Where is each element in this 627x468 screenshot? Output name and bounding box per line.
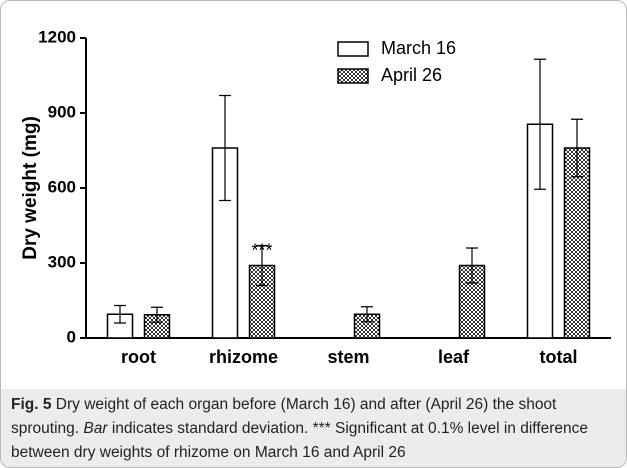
x-tick-label: total <box>540 347 578 367</box>
legend-swatch <box>337 41 369 57</box>
error-bar <box>466 247 478 284</box>
y-tick-label: 900 <box>48 102 76 121</box>
x-tick-label: stem <box>327 347 369 367</box>
caption-italic: Bar <box>83 420 108 437</box>
caption-text: Dry weight of each organ before (March 1… <box>11 396 557 437</box>
chart: Dry weight (mg) 0 300 600 900 1200 root rhizom… <box>20 27 611 367</box>
caption: Fig. 5 Dry weight of each organ before (… <box>1 389 626 467</box>
error-bar <box>114 304 126 324</box>
error-bar <box>361 306 373 323</box>
x-tick-label: rhizome <box>209 347 278 367</box>
error-bar <box>219 94 231 202</box>
y-tick-label: 600 <box>48 177 76 196</box>
error-bar <box>571 118 583 178</box>
annotation: *** <box>251 240 272 260</box>
legend-swatch <box>337 68 369 84</box>
error-bar <box>256 244 268 287</box>
x-tick-label: leaf <box>438 347 470 367</box>
error-bar <box>151 306 163 323</box>
caption-label: Fig. 5 <box>11 396 52 413</box>
y-tick-label: 0 <box>67 327 76 346</box>
caption-text: indicates standard deviation. *** Signif… <box>11 420 589 461</box>
error-bar <box>534 58 546 190</box>
y-axis-title: Dry weight (mg) <box>20 116 41 260</box>
legend-label: April 26 <box>381 65 442 85</box>
legend-label: March 16 <box>381 38 456 58</box>
y-tick-label: 1200 <box>38 27 76 46</box>
y-tick-label: 300 <box>48 252 76 271</box>
x-tick-label: root <box>121 347 156 367</box>
